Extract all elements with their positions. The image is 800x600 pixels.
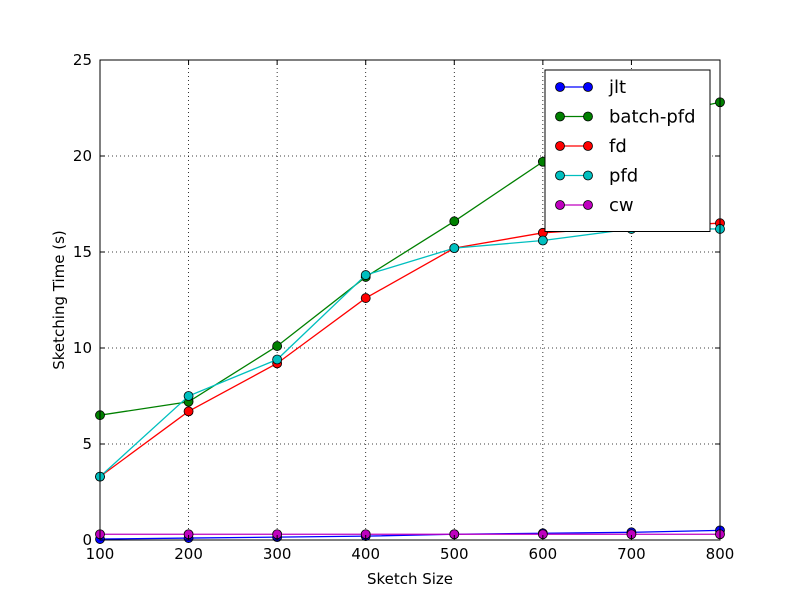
legend-marker-pfd (555, 170, 565, 181)
y-tick-label: 15 (73, 243, 92, 261)
series-line-jlt (99, 529, 721, 540)
data-point-fd (360, 293, 371, 303)
data-point-pfd (183, 391, 194, 401)
y-tick-label: 10 (73, 339, 92, 357)
plot-frame (99, 59, 721, 541)
x-tick-label: 400 (351, 545, 380, 563)
y-axis-label: Sketching Time (s) (50, 230, 68, 370)
legend-marker-jlt (583, 82, 593, 92)
data-point-pfd (449, 243, 460, 254)
legend-item-pfd: pfd (555, 166, 638, 187)
y-tick-label: 0 (82, 531, 92, 549)
data-point-pfd (272, 354, 283, 365)
x-tick-label: 300 (263, 545, 292, 563)
axis-ticks: 100 200 300 400 500 600 700 800 0 5 10 15 20 25 (73, 51, 734, 563)
data-point-pfd (360, 270, 371, 280)
legend-label-cw: cw (609, 195, 634, 216)
legend-item-fd: fd (555, 136, 627, 157)
legend-marker-fd (583, 141, 593, 151)
x-tick-label: 500 (440, 545, 469, 563)
legend-marker-fd (555, 141, 565, 151)
legend-marker-batch-pfd (583, 111, 593, 122)
legend-marker-cw (555, 200, 565, 210)
legend-marker-batch-pfd (555, 111, 565, 122)
legend-marker-pfd (583, 170, 593, 181)
x-axis-label: Sketch Size (367, 570, 453, 588)
x-tick-label: 600 (529, 545, 558, 563)
y-tick-label: 20 (73, 147, 92, 165)
x-tick-label: 200 (174, 545, 203, 563)
legend-item-cw: cw (555, 195, 634, 216)
data-point-fd (183, 406, 194, 417)
data-point-batch-pfd (272, 341, 283, 351)
x-tick-label: 700 (617, 545, 646, 563)
legend-label-fd: fd (609, 136, 627, 157)
legend-label-jlt: jlt (608, 77, 626, 98)
x-tick-label: 100 (86, 545, 115, 563)
y-tick-label: 25 (73, 51, 92, 69)
legend-label-batch-pfd: batch-pfd (609, 107, 696, 128)
data-point-batch-pfd (449, 216, 460, 227)
y-tick-label: 5 (82, 435, 92, 453)
legend-item-jlt: jlt (555, 77, 626, 98)
legend-item-batch-pfd: batch-pfd (555, 107, 696, 128)
legend-marker-jlt (555, 82, 565, 92)
legend: jlt batch-pfd fd pfd cw (544, 69, 711, 232)
legend-label-pfd: pfd (609, 166, 638, 187)
legend-marker-cw (583, 200, 593, 210)
data-point-pfd (537, 235, 548, 246)
x-tick-label: 800 (706, 545, 735, 563)
